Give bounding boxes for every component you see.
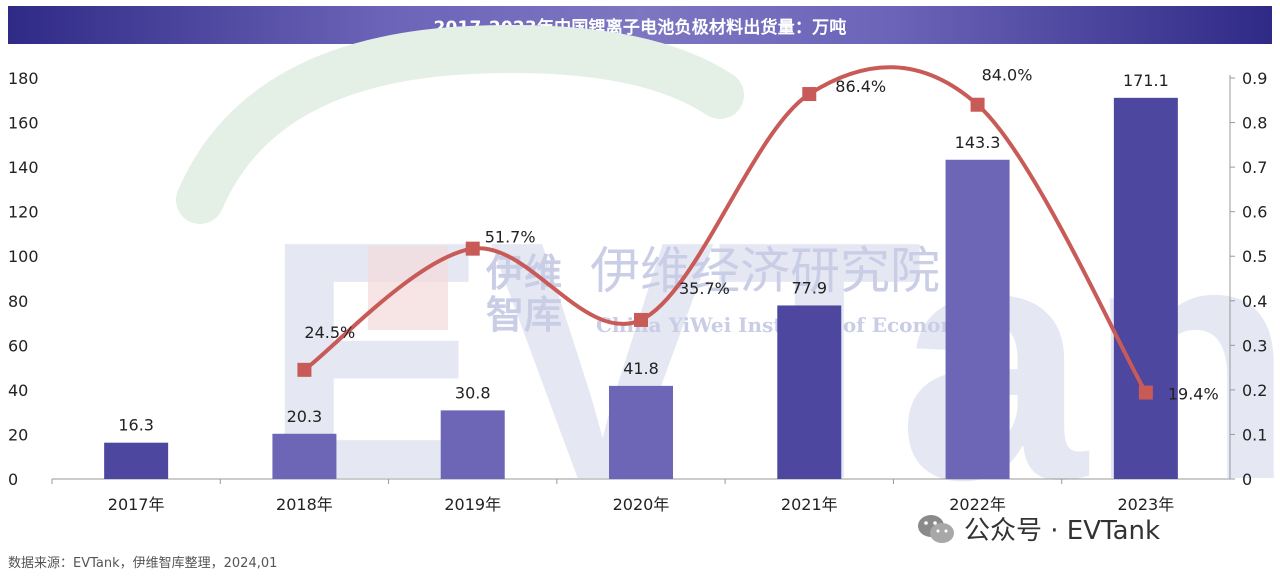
- category-label: 2023年: [1117, 495, 1174, 514]
- bar: [609, 385, 673, 479]
- category-label: 2017年: [108, 495, 165, 514]
- data-source-note: 数据来源：EVTank，伊维智库整理，2024,01: [8, 556, 278, 571]
- left-axis-tick-label: 0: [8, 470, 18, 489]
- bar-value-label: 30.8: [455, 383, 491, 402]
- right-axis-tick-label: 0.8: [1242, 114, 1267, 133]
- growth-rate-marker: [297, 362, 312, 377]
- growth-rate-marker: [1138, 385, 1153, 400]
- bar: [272, 433, 337, 479]
- growth-rate-marker: [465, 241, 480, 256]
- bar: [777, 305, 842, 479]
- watermark-brand-cn: 伊维经济研究院: [590, 242, 940, 300]
- left-axis-tick-label: 100: [8, 247, 39, 266]
- bar: [945, 159, 1010, 479]
- bar-value-label: 41.8: [623, 359, 659, 378]
- left-axis-tick-label: 160: [8, 114, 39, 133]
- wechat-icon: [918, 514, 954, 543]
- bar: [1113, 97, 1178, 480]
- bar-value-labels: 16.3 20.3 30.8 41.8 77.9 143.3 171.1: [118, 71, 1168, 435]
- wechat-account-badge: 公众号 · EVTank: [916, 510, 1160, 547]
- left-axis-tick-label: 60: [8, 336, 28, 355]
- right-axis-tick-label: 0.5: [1242, 247, 1267, 266]
- category-label: 2019年: [444, 495, 501, 514]
- growth-rate-marker: [634, 312, 648, 327]
- watermark: EVTank 伊维 智库 伊维经济研究院 China YiWei Institu…: [176, 24, 1280, 550]
- growth-rate-label: 86.4%: [835, 77, 886, 96]
- category-label: 2022年: [949, 495, 1006, 514]
- right-axis-tick-label: 0: [1242, 470, 1252, 489]
- watermark-swoosh: [176, 24, 744, 224]
- category-label: 2018年: [276, 495, 333, 514]
- bar-value-label: 20.3: [287, 407, 323, 426]
- growth-rate-markers: [297, 87, 1153, 400]
- category-label: 2020年: [613, 495, 670, 514]
- left-axis-tick-label: 140: [8, 158, 39, 177]
- chart-svg: EVTank 伊维 智库 伊维经济研究院 China YiWei Institu…: [8, 24, 1280, 550]
- growth-rate-label: 24.5%: [304, 323, 355, 342]
- right-axis-tick-label: 0.7: [1242, 158, 1267, 177]
- watermark-brand-short-2: 智库: [486, 293, 562, 337]
- growth-rate-marker: [802, 87, 817, 102]
- right-axis-tick-label: 0.4: [1242, 292, 1267, 311]
- right-axis-tick-label: 0.1: [1242, 425, 1267, 444]
- growth-rate-label: 84.0%: [982, 66, 1033, 85]
- right-axis-tick-label: 0.6: [1242, 203, 1267, 222]
- left-axis-tick-label: 20: [8, 425, 28, 444]
- left-axis-tick-label: 80: [8, 292, 28, 311]
- right-axis-tick-label: 0.9: [1242, 69, 1267, 88]
- bar-value-label: 171.1: [1123, 71, 1169, 90]
- right-axis-ticks: 0 0.1 0.2 0.3 0.4 0.5 0.6 0.7 0.8 0.9: [1230, 69, 1267, 489]
- growth-rate-label: 19.4%: [1168, 385, 1219, 404]
- left-axis-tick-label: 40: [8, 381, 28, 400]
- left-axis-ticks: 0 20 40 60 80 100 120 140 160 180: [8, 69, 39, 489]
- bar: [104, 442, 169, 479]
- category-label: 2021年: [781, 495, 838, 514]
- wechat-account-name: 公众号 · EVTank: [964, 516, 1161, 546]
- growth-rate-label: 51.7%: [485, 228, 536, 247]
- growth-rate-labels: 24.5% 51.7% 35.7% 86.4% 84.0% 19.4%: [304, 66, 1218, 404]
- bars: [104, 97, 1178, 480]
- left-axis-tick-label: 120: [8, 203, 39, 222]
- growth-rate-marker: [970, 97, 985, 112]
- watermark-big-text: EVTank: [262, 171, 1280, 550]
- watermark-logo-block: [368, 246, 448, 330]
- bar-value-label: 77.9: [791, 278, 827, 297]
- bar-value-label: 143.3: [955, 133, 1001, 152]
- category-labels: 2017年 2018年 2019年 2020年 2021年 2022年 2023年: [51, 479, 1174, 514]
- right-axis-tick-label: 0.3: [1242, 336, 1267, 355]
- bar-value-label: 16.3: [118, 416, 154, 435]
- growth-rate-label: 35.7%: [679, 279, 730, 298]
- left-axis-tick-label: 180: [8, 69, 39, 88]
- bar: [440, 410, 505, 479]
- watermark-brand-short-1: 伊维: [485, 251, 562, 295]
- right-axis-tick-label: 0.2: [1242, 381, 1267, 400]
